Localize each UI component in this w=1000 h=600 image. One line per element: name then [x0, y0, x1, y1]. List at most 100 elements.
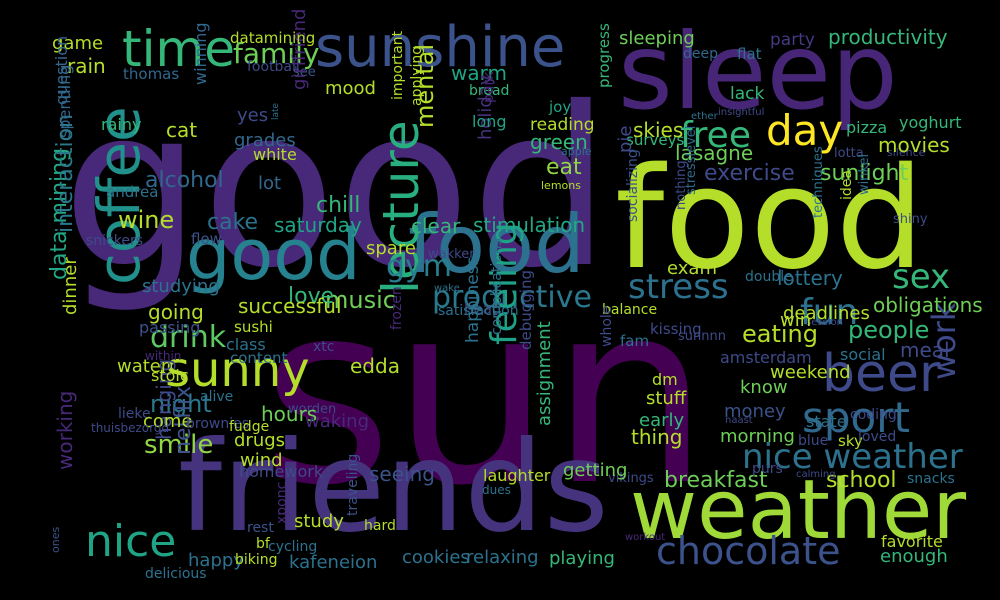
- cloud-word: rest: [247, 520, 274, 536]
- cloud-word: stress: [628, 267, 729, 307]
- cloud-word: yes: [237, 105, 269, 126]
- cloud-word: happy: [188, 550, 244, 571]
- cloud-word: sunlight: [820, 161, 909, 186]
- cloud-word: fun: [800, 292, 859, 333]
- cloud-word: weekend: [770, 362, 851, 383]
- cloud-word: thomas: [123, 65, 180, 83]
- cloud-word: content: [230, 349, 288, 367]
- cloud-word: drugs: [234, 430, 286, 451]
- cloud-word: sushi: [234, 318, 273, 336]
- cloud-word: xtc: [313, 339, 335, 355]
- cloud-word: social: [840, 345, 886, 364]
- cloud-word: morning: [720, 426, 795, 447]
- cloud-word: friends: [178, 415, 609, 560]
- cloud-word: idea: [839, 170, 855, 200]
- cloud-word: ether: [691, 111, 718, 122]
- cloud-word: favorite: [881, 532, 943, 551]
- cloud-word: alive: [200, 389, 234, 405]
- cloud-word: stuff: [646, 388, 687, 409]
- cloud-word: edda: [350, 354, 400, 378]
- cloud-word: cake: [207, 210, 259, 235]
- cloud-word: family: [233, 37, 320, 70]
- cloud-word: working: [53, 390, 77, 470]
- cloud-word: rainy: [101, 115, 142, 134]
- cloud-word: vikings: [608, 471, 654, 486]
- cloud-word: joy: [549, 98, 572, 116]
- cloud-word: passing: [139, 318, 201, 337]
- cloud-word: flow: [191, 230, 222, 248]
- cloud-word: alcohol: [145, 168, 224, 193]
- cloud-word: rain: [67, 54, 106, 78]
- cloud-word: xponc: [274, 481, 290, 524]
- cloud-word: breakfast: [664, 468, 768, 493]
- cloud-word: satisfaction: [438, 303, 519, 319]
- cloud-word: question: [52, 35, 71, 105]
- cloud-word: debugging: [517, 269, 535, 350]
- cloud-word: lot: [258, 173, 282, 194]
- cloud-word: session: [806, 317, 844, 328]
- cloud-word: grades: [234, 130, 296, 151]
- cloud-word: drink: [150, 320, 227, 355]
- cloud-word: applying: [409, 45, 425, 106]
- cloud-word: see: [293, 65, 316, 80]
- cloud-word: calming: [796, 469, 836, 480]
- cloud-word: game: [52, 33, 104, 54]
- cloud-word: gym: [386, 249, 453, 284]
- cloud-word: obligations: [873, 293, 983, 317]
- cloud-word: class: [226, 335, 266, 354]
- cloud-word: double: [745, 269, 793, 285]
- cloud-word: laughter: [483, 466, 551, 485]
- cloud-word: brownies: [186, 416, 250, 432]
- cloud-word: shiny: [893, 212, 928, 227]
- cloud-word: day: [766, 106, 844, 155]
- cloud-word: stresslevel: [684, 125, 699, 195]
- cloud-word: sun: [262, 249, 710, 540]
- cloud-word: clear: [411, 214, 461, 238]
- cloud-word: blue: [798, 433, 829, 449]
- cloud-word: relaxing: [466, 547, 539, 568]
- cloud-word: lemons: [541, 179, 581, 192]
- cloud-word: food: [615, 138, 925, 301]
- cloud-word: weather: [630, 463, 967, 558]
- cloud-word: sunnnn: [678, 329, 726, 344]
- cloud-word: successful: [238, 294, 342, 318]
- cloud-word: time: [122, 20, 235, 78]
- cloud-word: late: [271, 102, 281, 120]
- cloud-word: warm: [451, 61, 507, 85]
- cloud-word: ones: [49, 526, 62, 553]
- cloud-word: studying: [142, 276, 220, 297]
- cloud-word: sunny: [165, 342, 310, 398]
- cloud-word: cat: [166, 118, 198, 142]
- cloud-word: stimulation: [473, 213, 586, 237]
- cloud-word: head: [464, 300, 502, 318]
- cloud-word: early: [639, 410, 685, 431]
- cloud-word: come: [143, 411, 193, 432]
- cloud-word: exercise: [704, 161, 795, 186]
- cloud-word: hours: [261, 402, 318, 426]
- cloud-word: know: [740, 377, 788, 398]
- cloud-word: party: [770, 30, 815, 50]
- cloud-word: traveling: [345, 453, 361, 516]
- cloud-word: stoic: [151, 366, 189, 385]
- cloud-word: football: [247, 59, 300, 75]
- cloud-word: people: [848, 316, 930, 344]
- cloud-word: win: [780, 310, 812, 331]
- cloud-word: happiness: [463, 256, 483, 343]
- cloud-word: enough: [880, 546, 948, 567]
- cloud-word: kafeneion: [289, 552, 378, 573]
- cloud-word: dm: [652, 370, 678, 389]
- cloud-word: wind: [240, 450, 283, 471]
- cloud-word: dinner: [60, 257, 81, 315]
- cloud-word: food: [408, 198, 585, 291]
- cloud-word: school: [826, 468, 897, 493]
- cloud-word: sunshine: [315, 15, 566, 80]
- cloud-word: wine: [118, 206, 175, 234]
- cloud-word: techniques: [811, 146, 826, 218]
- cloud-word: wake: [434, 283, 460, 294]
- cloud-word: white: [253, 145, 297, 164]
- cloud-word: park: [481, 71, 497, 103]
- cloud-word: socializing: [625, 149, 641, 222]
- cloud-word: sky: [838, 432, 863, 450]
- cloud-word: bf: [256, 536, 270, 552]
- cloud-word: thuisbezorgd: [91, 421, 170, 435]
